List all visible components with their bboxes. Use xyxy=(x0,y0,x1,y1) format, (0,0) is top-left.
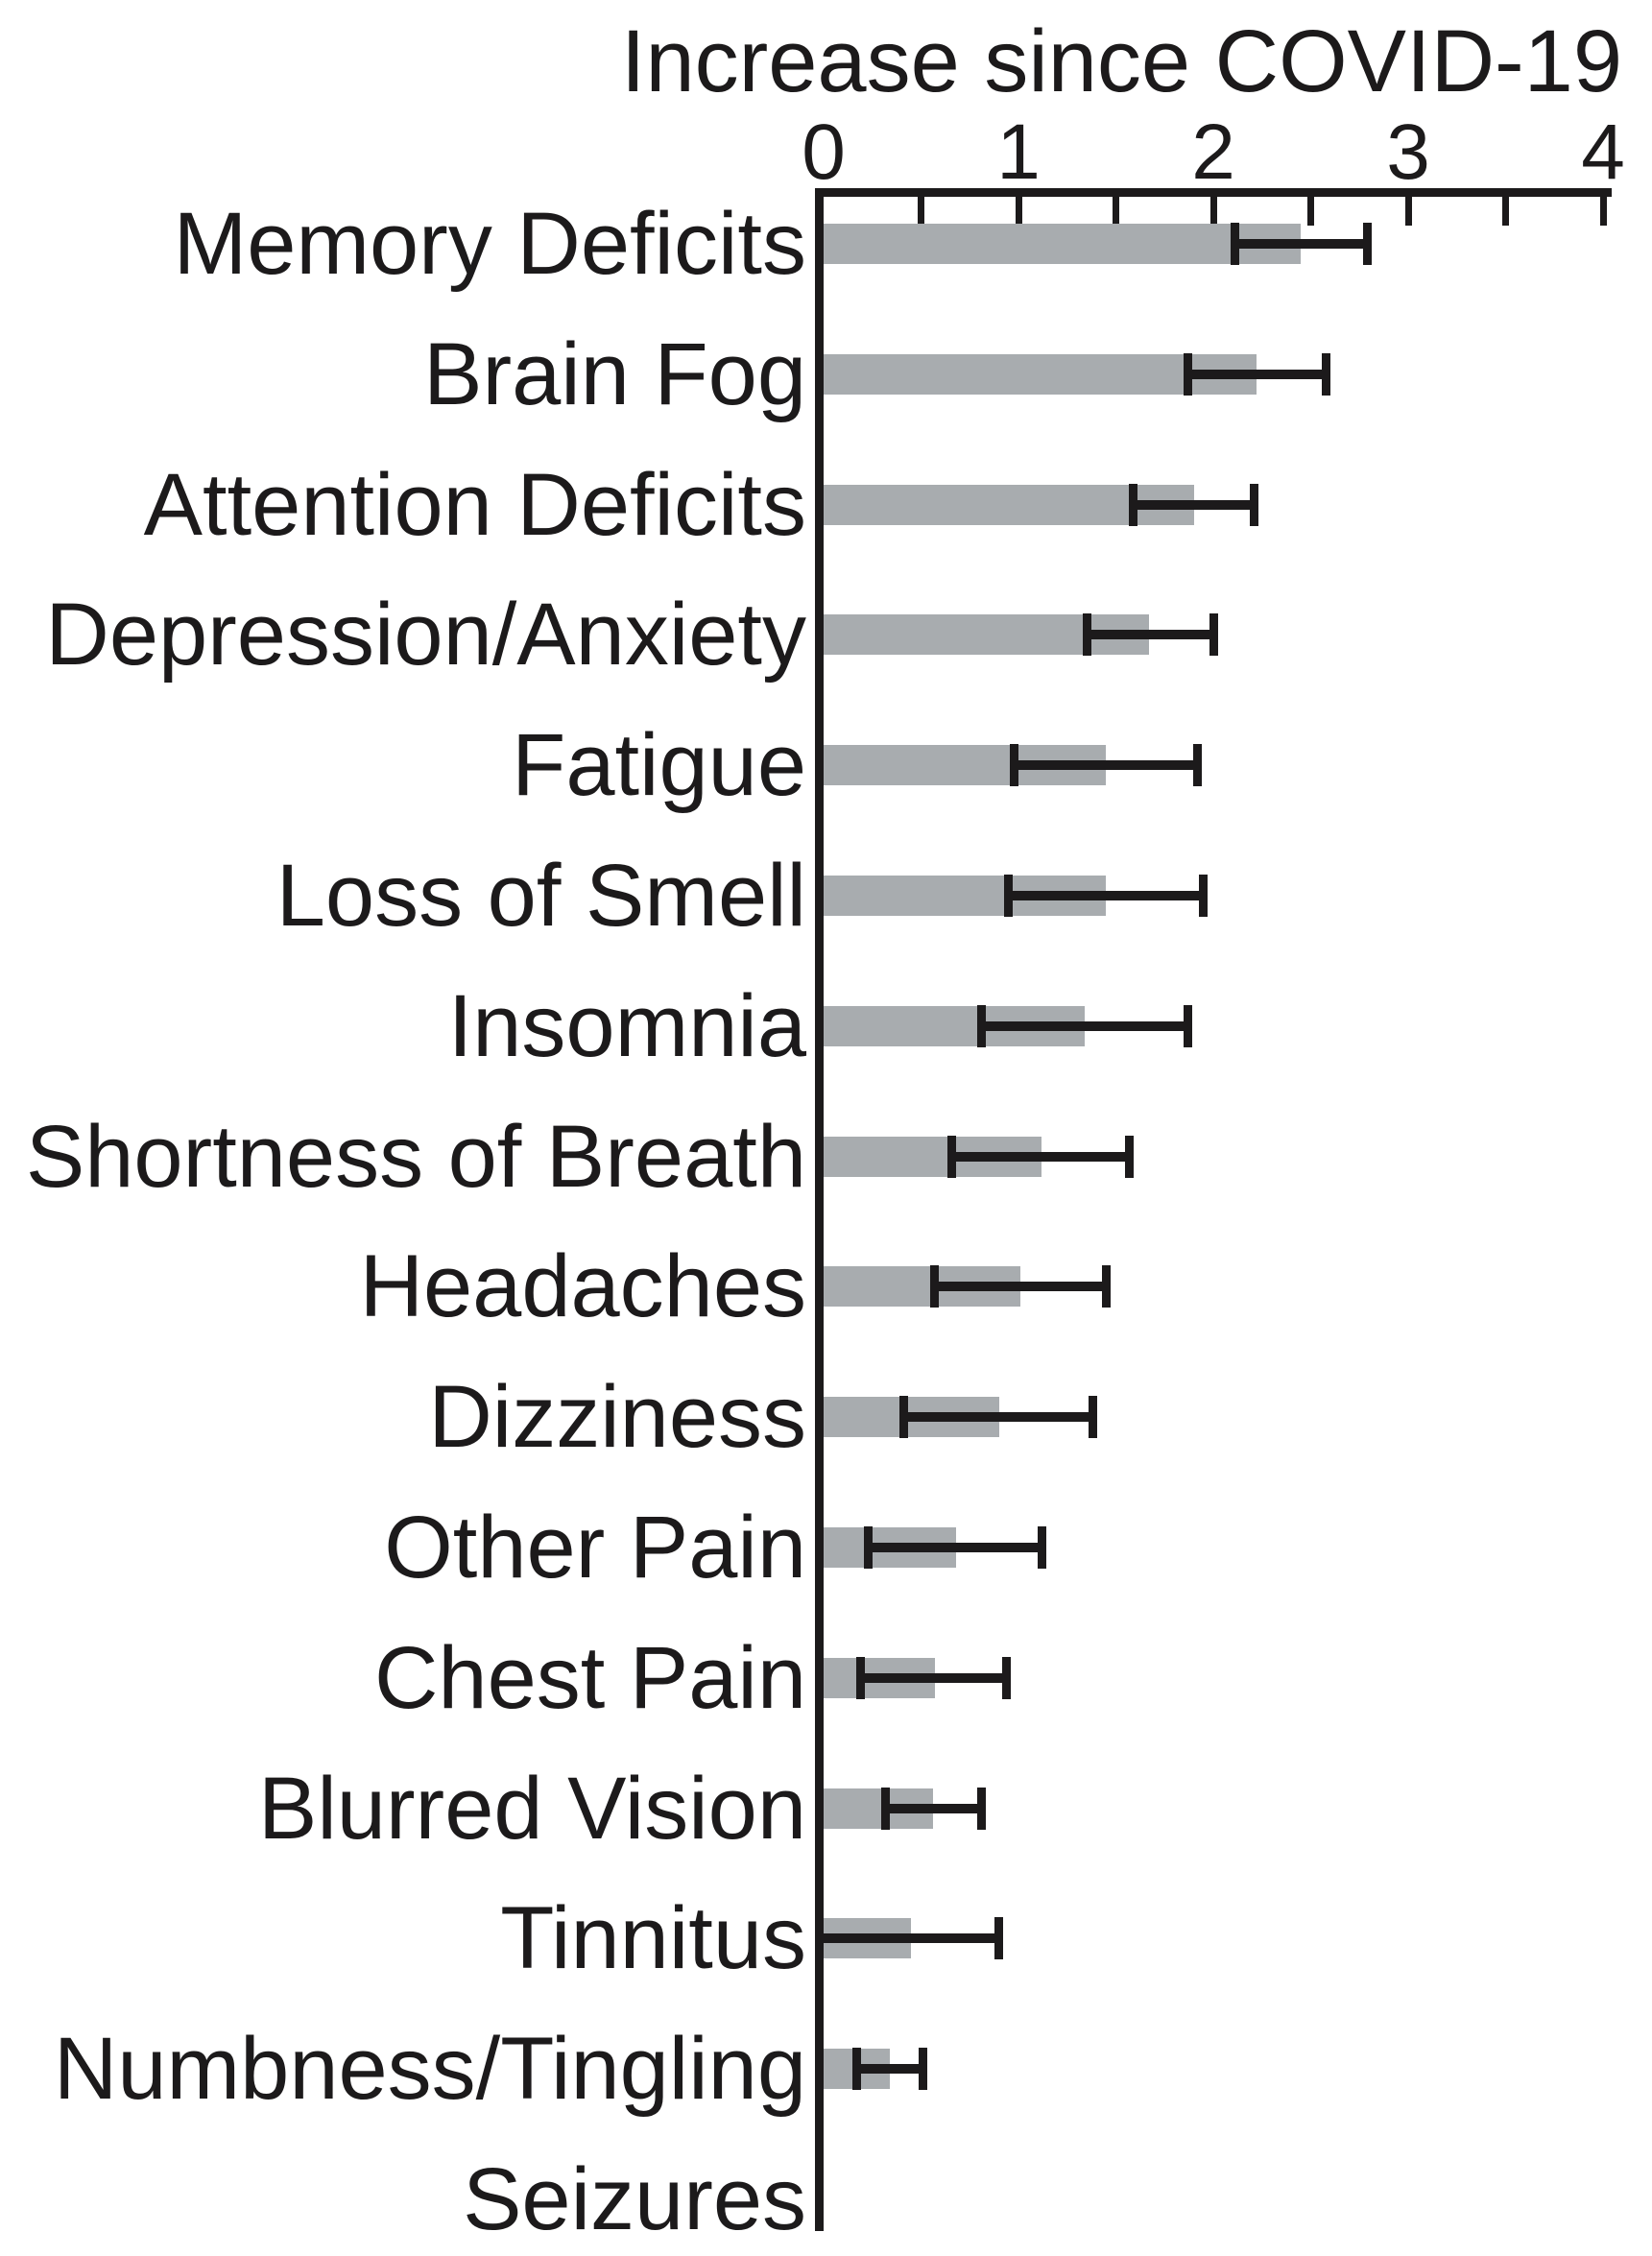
error-bar-line xyxy=(1014,760,1198,771)
category-label: Blurred Vision xyxy=(257,1759,806,1858)
error-bar-line xyxy=(903,1412,1093,1423)
error-bar-line xyxy=(824,1933,999,1944)
x-axis-tick-label: 0 xyxy=(802,108,846,196)
error-bar-cap-left xyxy=(852,2048,861,2091)
error-bar-line xyxy=(856,2064,923,2075)
error-bar-cap-left xyxy=(856,1656,866,1699)
error-bar-cap-left xyxy=(1004,875,1014,917)
category-label: Fatigue xyxy=(512,716,806,815)
error-bar-cap-right xyxy=(1125,1135,1135,1178)
error-bar-cap-right xyxy=(1250,483,1259,526)
error-bar-cap-right xyxy=(1193,744,1203,787)
axis-tick-mark xyxy=(1209,197,1217,226)
x-axis-tick-label: 1 xyxy=(996,108,1041,196)
error-bar-cap-left xyxy=(864,1526,874,1569)
category-label: Dizziness xyxy=(428,1368,806,1467)
x-axis-line xyxy=(815,188,1612,197)
error-bar-line xyxy=(885,1803,982,1813)
x-axis-tick-label: 4 xyxy=(1581,108,1625,196)
category-label: Seizures xyxy=(463,2150,806,2248)
error-bar-cap-right xyxy=(1209,613,1218,657)
error-bar-cap-right xyxy=(1184,1004,1193,1047)
error-bar-cap-right xyxy=(1101,1265,1111,1308)
category-label: Depression/Anxiety xyxy=(45,586,806,684)
axis-tick-mark xyxy=(1307,197,1314,226)
error-bar-cap-left xyxy=(1082,613,1091,657)
error-bar-cap-left xyxy=(976,1004,986,1047)
axis-tick-mark xyxy=(1599,197,1607,226)
error-bar-line xyxy=(951,1151,1130,1162)
x-axis-tick-label: 3 xyxy=(1386,108,1430,196)
axis-tick-mark xyxy=(1404,197,1412,226)
axis-tick-mark xyxy=(918,197,924,226)
error-bar-line xyxy=(860,1672,1007,1683)
error-bar-cap-left xyxy=(898,1396,908,1439)
error-bar-line xyxy=(1133,499,1255,510)
category-label: Other Pain xyxy=(384,1499,806,1596)
error-bar-cap-right xyxy=(994,1917,1004,1960)
error-bar-cap-right xyxy=(1362,223,1372,265)
error-bar-cap-left xyxy=(1230,223,1239,265)
category-label: Attention Deficits xyxy=(143,455,806,554)
error-bar-cap-left xyxy=(1129,483,1138,526)
error-bar-cap-left xyxy=(930,1265,940,1308)
error-bar-cap-right xyxy=(1322,352,1331,396)
axis-tick-mark xyxy=(1015,197,1022,226)
error-bar-line xyxy=(1008,891,1204,900)
error-bar-line xyxy=(934,1282,1107,1292)
axis-tick-mark xyxy=(1113,197,1119,226)
category-label: Numbness/Tingling xyxy=(53,2020,806,2119)
category-label: Shortness of Breath xyxy=(25,1107,806,1206)
category-label: Tinnitus xyxy=(500,1889,806,1988)
error-bar-cap-left xyxy=(881,1787,891,1830)
error-bar-line xyxy=(1187,369,1327,379)
error-bar-line xyxy=(981,1020,1188,1031)
category-label: Insomnia xyxy=(447,976,806,1075)
error-bar-cap-left xyxy=(1184,352,1193,396)
category-label: Chest Pain xyxy=(373,1628,806,1727)
axis-tick-mark xyxy=(1502,197,1509,226)
category-label: Loss of Smell xyxy=(275,847,806,945)
category-label: Headaches xyxy=(359,1237,806,1336)
category-label: Memory Deficits xyxy=(173,195,806,293)
error-bar-cap-left xyxy=(1010,744,1019,787)
error-bar-cap-right xyxy=(919,2048,928,2091)
error-bar-line xyxy=(1234,239,1368,249)
error-bar-cap-right xyxy=(976,1787,986,1830)
error-bar-line xyxy=(868,1543,1042,1552)
error-bar-cap-right xyxy=(1199,875,1209,917)
bar xyxy=(824,224,1302,264)
error-bar-cap-right xyxy=(1088,1396,1097,1439)
chart-title: Increase since COVID-19 xyxy=(620,12,1622,110)
x-axis-tick-label: 2 xyxy=(1191,108,1235,196)
y-axis-line xyxy=(815,188,824,2231)
error-bar-cap-right xyxy=(1037,1526,1046,1569)
error-bar-cap-left xyxy=(947,1135,957,1178)
error-bar-line xyxy=(1087,630,1213,640)
category-label: Brain Fog xyxy=(423,324,806,423)
error-bar-cap-right xyxy=(1002,1656,1012,1699)
